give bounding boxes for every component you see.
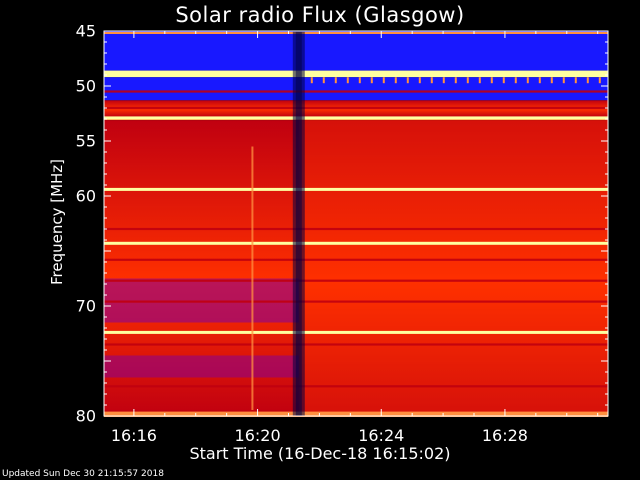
updated-timestamp: Updated Sun Dec 30 21:15:57 2018 [2,469,164,479]
burst-line [251,146,254,410]
dark-stripe-4 [104,279,608,282]
interference-tick [418,77,421,84]
interference-tick [514,77,517,84]
interference-tick [430,77,433,84]
interference-tick [562,77,565,84]
interference-tick [358,77,361,84]
freq-band-0 [104,31,608,71]
freq-band-2 [104,77,608,101]
x-tick-label: 16:28 [481,426,528,445]
dark-stripe-0 [104,90,608,93]
interference-tick [310,77,313,84]
x-tick-label: 16:20 [234,426,281,445]
interference-tick [538,77,541,84]
interference-tick [526,77,529,84]
interference-tick [382,77,385,84]
interference-tick [394,77,397,84]
interference-tick [550,77,553,84]
interference-tick [478,77,481,84]
interference-tick [454,77,457,84]
interference-tick [502,77,505,84]
low-flux-region-left-2 [104,355,299,378]
brighter-region-right [298,120,608,416]
interference-tick [466,77,469,84]
dropout-core [295,31,302,416]
interference-tick [598,77,601,84]
y-tick-label: 45 [75,21,96,41]
y-tick-label: 55 [75,131,96,151]
bottom-noise-band [104,411,608,417]
interference-tick [574,77,577,84]
interference-tick [442,77,445,84]
dark-stripe-7 [104,385,608,388]
top-band-line [104,32,608,34]
bright-line-3 [104,241,608,245]
bright-line-2 [104,187,608,191]
y-tick-label: 80 [75,406,96,426]
dark-stripe-5 [104,300,608,303]
interference-tick [346,77,349,84]
x-tick-label: 16:24 [358,426,405,445]
dark-stripe-6 [104,343,608,346]
interference-tick [334,77,337,84]
y-tick-label: 50 [75,76,96,96]
plot-frame [103,30,609,417]
chart-title: Solar radio Flux (Glasgow) [175,3,465,27]
interference-tick [490,77,493,84]
bright-line-1 [104,116,608,120]
dark-stripe-2 [104,227,608,231]
y-tick-label: 70 [75,296,96,316]
x-tick-label: 16:16 [110,426,157,445]
interference-tick [586,77,589,84]
interference-tick [406,77,409,84]
x-axis-label: Start Time (16-Dec-18 16:15:02) [189,444,451,463]
bright-line-0 [104,72,608,76]
bright-line-4 [104,330,608,334]
interference-tick [322,77,325,84]
y-axis-label: Frequency [MHz] [48,158,66,286]
y-tick-label: 60 [75,186,96,206]
dark-stripe-1 [104,106,608,110]
interference-tick [370,77,373,84]
dark-stripe-3 [104,258,608,261]
